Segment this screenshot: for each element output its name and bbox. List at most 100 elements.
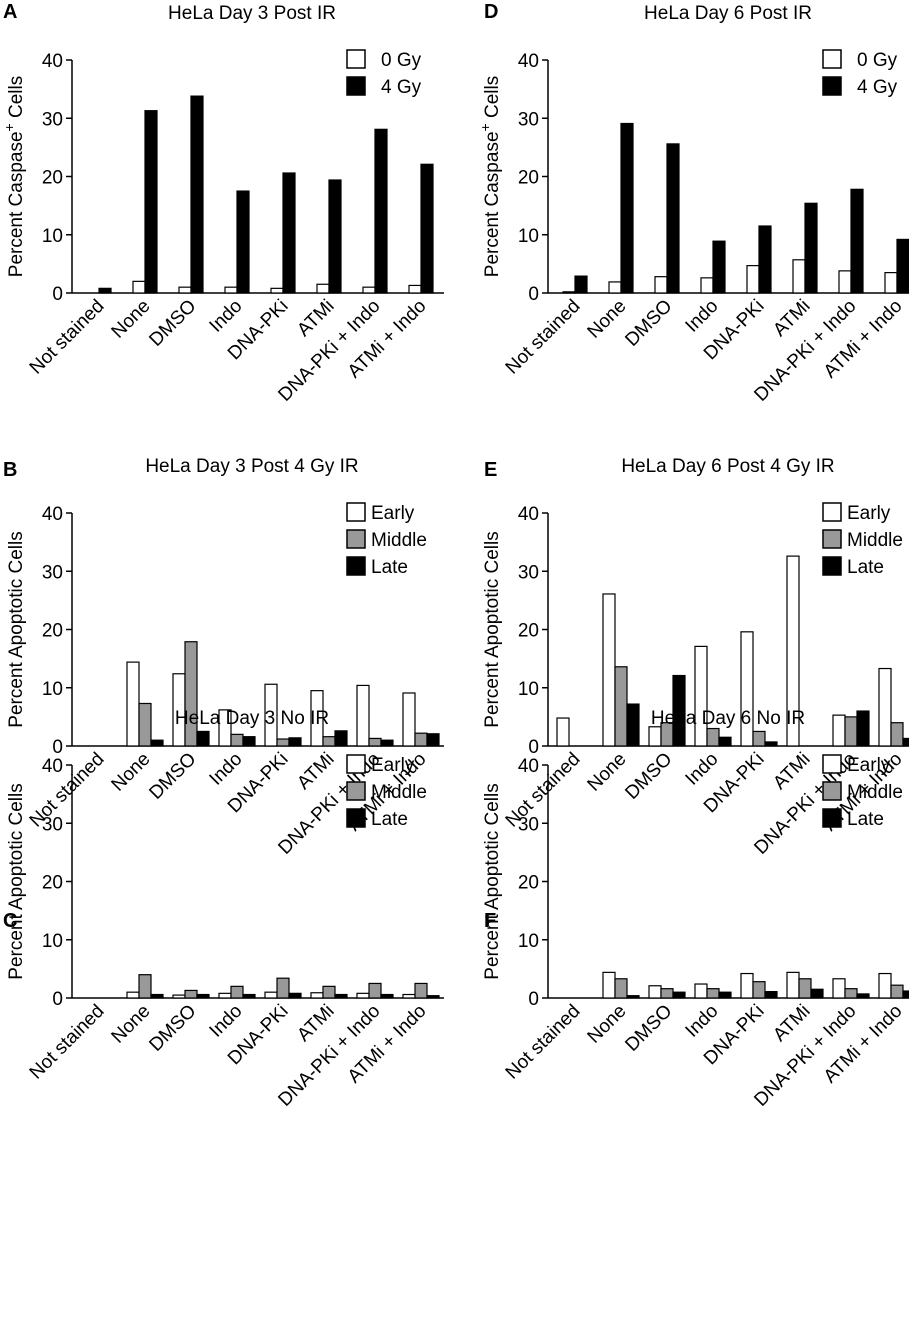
y-tick-label: 0: [528, 737, 539, 758]
panel-e: E HeLa Day 6 Post 4 Gy IR 0 10 20 30 40 Percent…: [482, 456, 909, 859]
legend-label: Early: [371, 503, 415, 524]
legend-swatch: [346, 76, 366, 96]
bar-late: [902, 990, 909, 999]
bar-late: [718, 991, 732, 999]
bar-4-gy: [758, 225, 772, 294]
bar-4-gy: [666, 143, 680, 294]
bar-late: [718, 736, 732, 747]
bar-early: [832, 978, 846, 999]
bar-4-gy: [574, 275, 588, 294]
chart-title: HeLa Day 6 No IR: [651, 708, 805, 729]
y-tick-label: 0: [528, 284, 539, 305]
legend-label: 0 Gy: [857, 50, 898, 71]
x-tick-label: Indo: [206, 1001, 247, 1042]
legend-label: Middle: [371, 530, 427, 551]
y-axis-label: Percent Apoptotic Cells: [6, 531, 27, 727]
bar-middle: [138, 974, 152, 999]
y-tick-label: 40: [42, 504, 63, 525]
panel-letter: F: [484, 910, 496, 932]
bar-0-gy: [884, 272, 898, 294]
legend-label: Late: [847, 809, 884, 830]
bar-middle: [276, 738, 290, 747]
bar-4-gy: [712, 240, 726, 294]
bar-early: [310, 992, 324, 999]
bar-middle: [706, 988, 720, 999]
legend-swatch: [822, 502, 842, 522]
bar-4-gy: [420, 163, 434, 294]
bar-4-gy: [236, 190, 250, 294]
bar-4-gy: [620, 122, 634, 294]
legend-swatch: [822, 529, 842, 549]
y-tick-label: 40: [42, 756, 63, 777]
bar-early: [402, 692, 416, 747]
bar-late: [856, 710, 870, 747]
bar-middle: [614, 666, 628, 747]
bar-early: [694, 983, 708, 999]
legend-label: 4 Gy: [857, 77, 898, 98]
bar-middle: [230, 985, 244, 999]
bar-early: [602, 593, 616, 747]
bar-4-gy: [282, 172, 296, 294]
bar-late: [380, 993, 394, 999]
bar-late: [334, 730, 348, 747]
panel-letter: E: [484, 459, 497, 481]
bar-0-gy: [362, 286, 376, 294]
x-tick-label: Not stained: [26, 296, 109, 379]
y-tick-label: 20: [42, 168, 63, 189]
bar-0-gy: [700, 277, 714, 294]
bar-late: [902, 737, 909, 747]
panel-letter: C: [3, 910, 17, 932]
y-tick-label: 40: [42, 51, 63, 72]
bar-early: [356, 684, 370, 747]
y-tick-label: 30: [42, 814, 63, 835]
bar-early: [878, 667, 892, 747]
y-tick-label: 30: [42, 562, 63, 583]
chart-title: HeLa Day 3 No IR: [175, 708, 329, 729]
bar-middle: [706, 727, 720, 747]
bar-late: [426, 733, 440, 747]
bar-late: [626, 703, 640, 747]
y-tick-label: 10: [42, 226, 63, 247]
x-tick-label: Indo: [682, 749, 723, 790]
bar-late: [672, 991, 686, 999]
bar-late: [242, 736, 256, 747]
bar-0-gy: [132, 280, 146, 294]
bar-4-gy: [328, 179, 342, 294]
bar-0-gy: [270, 287, 284, 294]
bar-early: [264, 683, 278, 747]
bar-early: [556, 717, 570, 747]
legend-swatch: [346, 781, 366, 801]
legend-swatch: [346, 754, 366, 774]
bar-late: [196, 730, 210, 747]
bar-early: [648, 985, 662, 999]
bar-middle: [184, 641, 198, 747]
bar-0-gy: [608, 281, 622, 294]
bar-middle: [844, 716, 858, 747]
bar-0-gy: [838, 270, 852, 294]
y-tick-label: 30: [518, 814, 539, 835]
bar-middle: [614, 978, 628, 999]
x-tick-label: Not stained: [26, 749, 109, 832]
y-tick-label: 0: [52, 737, 63, 758]
bar-early: [602, 971, 616, 999]
bar-0-gy: [562, 291, 576, 294]
bar-late: [196, 993, 210, 999]
bar-4-gy: [374, 128, 388, 294]
y-tick-label: 40: [518, 504, 539, 525]
y-tick-label: 30: [42, 109, 63, 130]
panel-letter: D: [484, 1, 498, 23]
bar-middle: [230, 733, 244, 747]
bar-early: [740, 631, 754, 747]
legend-label: Late: [371, 557, 408, 578]
bar-middle: [138, 702, 152, 747]
y-tick-label: 10: [518, 226, 539, 247]
x-tick-label: DMSO: [145, 749, 200, 804]
legend-swatch: [346, 808, 366, 828]
y-tick-label: 10: [42, 679, 63, 700]
bar-middle: [414, 732, 428, 747]
bar-late: [288, 737, 302, 747]
y-tick-label: 20: [518, 873, 539, 894]
legend-swatch: [822, 49, 842, 69]
bar-middle: [844, 988, 858, 999]
legend-label: 4 Gy: [381, 77, 422, 98]
